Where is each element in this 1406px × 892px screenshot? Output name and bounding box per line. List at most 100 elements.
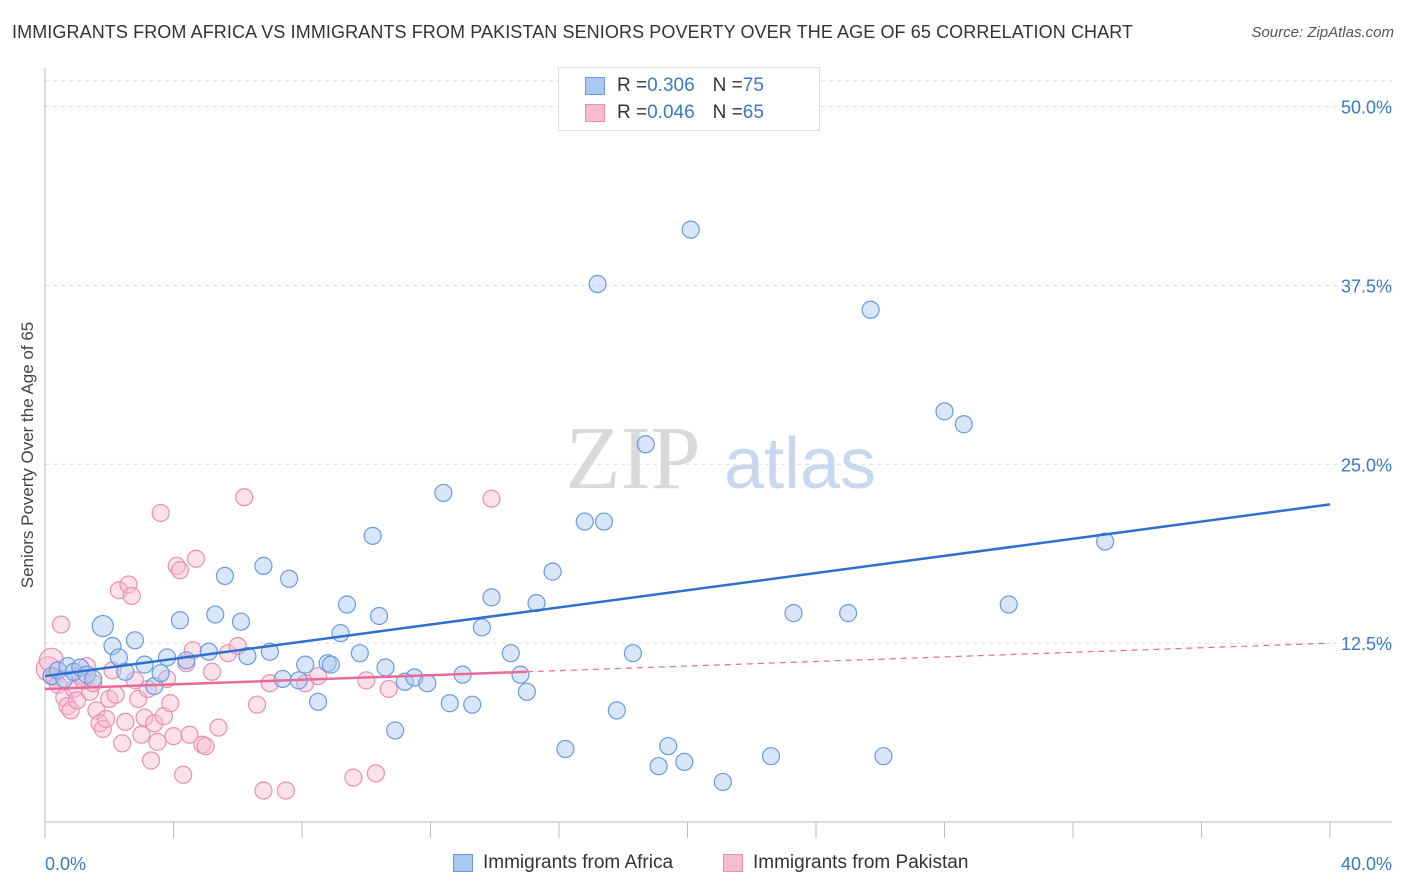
africa-point [331,624,350,643]
y-tick-label: 25.0% [1341,455,1392,475]
pakistan-point [164,727,183,746]
pakistan-n-value: 65 [742,102,764,123]
africa-point [511,665,530,684]
pakistan-point [51,615,71,634]
africa-point [659,737,678,756]
pakistan-r-label: R = [617,102,648,123]
africa-point [588,274,607,294]
africa-point [954,415,973,434]
pakistan-point [482,489,501,508]
legend-row-africa: R = 0.306 N = 75 [585,74,764,98]
pakistan-point [247,695,267,714]
pakistan-point [119,575,138,594]
watermark-zip: ZIP [566,409,701,508]
africa-point [177,651,196,670]
pakistan-point [254,781,273,800]
africa-point [463,695,482,714]
africa-point [157,648,177,667]
africa-point [543,562,562,581]
africa-point [280,569,299,588]
africa-point [273,669,292,689]
y-tick-label: 12.5% [1341,634,1392,654]
pakistan-point [196,737,215,756]
pakistan-point [161,694,180,713]
pakistan-legend-swatch [723,854,743,872]
source-label: Source: ZipAtlas.com [1251,24,1394,41]
pakistan-point [132,725,151,744]
pakistan-point [170,561,190,580]
pakistan-point [151,503,170,523]
africa-trendline [44,503,1331,678]
y-axis-label: Seniors Poverty Over the Age of 65 [18,321,37,589]
africa-point [376,658,395,677]
africa-point [575,512,594,531]
y-tick-label: 50.0% [1341,98,1392,118]
africa-point [434,483,453,503]
pakistan-point [148,732,167,751]
watermark-atlas: atlas [724,424,876,504]
x-tick-label: 40.0% [1341,854,1392,874]
pakistan-r-value: 0.046 [647,102,695,123]
africa-point [363,526,382,545]
africa-point [713,772,732,792]
pakistan-point [122,586,141,606]
africa-legend-label: Immigrants from Africa [483,852,674,873]
trendlines [44,503,1331,691]
pakistan-point [135,708,154,727]
pakistan-point [174,765,193,784]
africa-point [321,655,341,674]
bottom-legend-pakistan[interactable]: Immigrants from Pakistan [723,852,968,874]
pakistan-point [276,781,296,800]
africa-point [91,614,114,638]
africa-point [607,701,626,720]
africa-point [84,669,103,689]
africa-point [215,566,234,586]
africa-point [501,644,520,663]
grid-layer [45,80,1392,644]
pakistan-point [38,647,65,673]
africa-point [681,220,700,239]
pakistan-point [96,709,116,729]
bottom-legend-africa[interactable]: Immigrants from Africa [453,852,673,874]
pakistan-point [116,712,135,731]
africa-point [761,747,781,766]
x-tick-label: 0.0% [45,854,86,874]
africa-point [386,721,405,740]
africa-point [103,636,122,656]
africa-point [472,618,491,637]
pakistan-point [186,549,206,568]
africa-point [839,604,858,623]
pakistan-point [235,488,254,507]
pakistan-point [112,734,132,753]
africa-point [308,692,328,711]
pakistan-trendline [44,670,527,691]
pakistan-point [145,714,164,733]
africa-point [170,611,190,630]
africa-point [337,595,357,614]
pakistan-point [68,691,87,710]
africa-point [296,655,315,674]
africa-point [482,588,501,607]
africa-point [784,604,803,623]
pakistan-n-label: N = [712,102,743,123]
pakistan-point [202,662,222,681]
africa-point [206,605,225,624]
pakistan-point [180,725,199,744]
africa-n-label: N = [712,75,743,96]
pakistan-legend-label: Immigrants from Pakistan [753,852,969,873]
africa-point [861,300,880,319]
africa-point [440,694,459,713]
pakistan-trendline-extension [526,642,1331,673]
africa-point [199,642,218,661]
africa-point [556,739,575,759]
africa-legend-swatch [453,854,473,872]
africa-point [370,606,389,626]
africa-r-value: 0.306 [647,75,695,96]
legend-row-pakistan: R = 0.046 N = 65 [585,101,764,125]
y-tick-label: 37.5% [1341,276,1392,296]
pakistan-point [93,719,112,739]
africa-point [395,672,414,691]
pakistan-point [141,751,161,770]
pakistan-point [106,685,125,704]
